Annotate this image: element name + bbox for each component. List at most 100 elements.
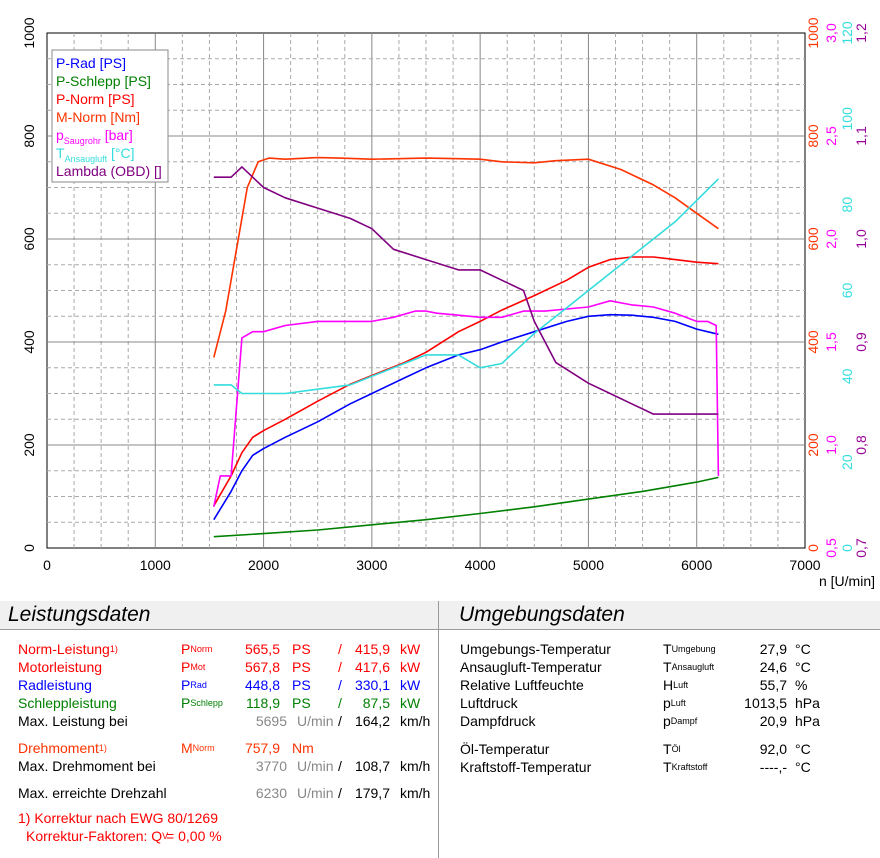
ambient-label: Dampfdruck <box>460 713 536 729</box>
max-label: Max. erreichte Drehzahl <box>18 785 167 801</box>
ambient-unit: % <box>795 677 808 693</box>
ambient-row: Luftdruck p Luft 1013,5 hPa <box>0 694 880 712</box>
series-line <box>213 166 719 415</box>
leistungsdaten-title: Leistungsdaten <box>8 603 151 626</box>
power-ps: 567,8 <box>244 659 280 675</box>
left-tick-label: 600 <box>21 227 37 251</box>
x-tick-label: 7000 <box>789 557 820 573</box>
max-rpm-unit: U/min <box>297 713 334 729</box>
power-kw: 330,1 <box>354 677 390 693</box>
right-tick-label: 1,0 <box>823 435 839 455</box>
right-tick-label: 800 <box>805 124 821 148</box>
ambient-symbol: T Ansaugluft <box>663 659 715 675</box>
ambient-row: Dampfdruck p Dampf 20,9 hPa <box>0 712 880 730</box>
ambient-row: Relative Luftfeuchte H Luft 55,7% <box>0 676 880 694</box>
footnote-1: 1) Korrektur nach EWG 80/1269 <box>18 810 218 826</box>
max-rpm-unit: U/min <box>297 758 334 774</box>
legend-entry: M-Norm [Nm] <box>56 109 140 125</box>
right-tick-label: 1,5 <box>823 332 839 352</box>
torque-value: 757,9 <box>244 740 280 756</box>
ambient-row: Ansaugluft-Temperatur T Ansaugluft 24,6 °C <box>0 658 880 676</box>
power-symbol: P Rad <box>181 677 207 693</box>
ambient-label: Umgebungs-Temperatur <box>460 641 611 657</box>
power-sep: / <box>338 695 342 711</box>
right-tick-label: 600 <box>805 227 821 251</box>
ambient-value: ----,- <box>759 759 787 775</box>
power-symbol: P Schlepp <box>181 695 223 711</box>
right-tick-label: 2,0 <box>823 229 839 249</box>
right-tick-label: 0 <box>839 544 855 552</box>
ambient-symbol: T Kraftstoff <box>663 759 708 775</box>
max-speed-unit: km/h <box>400 785 431 801</box>
right-tick-label: 400 <box>805 330 821 354</box>
ambient-unit: °C <box>795 741 811 757</box>
max-speed: 179,7 <box>354 785 390 801</box>
ambient-value: 92,0 <box>759 741 787 757</box>
series-line <box>213 313 719 521</box>
max-speed: 164,2 <box>354 713 390 729</box>
torque-symbol: M Norm <box>181 740 215 756</box>
legend-entry: pSaugrohr [bar] <box>56 127 133 146</box>
legend-entry: TAnsaugluft [°C] <box>56 145 134 164</box>
power-ps-unit: PS <box>292 695 311 711</box>
x-tick-label: 4000 <box>465 557 496 573</box>
right-tick-label: 40 <box>839 368 855 384</box>
legend-box <box>51 49 169 183</box>
power-ps: 448,8 <box>244 677 280 693</box>
max-torque-row: Max. Drehmoment bei 3770 U/min/ 108,7 km/h <box>0 757 438 775</box>
torque-unit: Nm <box>292 740 314 756</box>
x-tick-label: 5000 <box>573 557 604 573</box>
max-speed-unit: km/h <box>400 758 431 774</box>
legend-entry: P-Norm [PS] <box>56 91 135 107</box>
power-ps-unit: PS <box>292 659 311 675</box>
ambient-symbol: H Luft <box>663 677 689 693</box>
ambient-unit: hPa <box>795 713 820 729</box>
ambient-row: Kraftstoff-Temperatur T Kraftstoff ----,- °C <box>0 758 880 776</box>
series-line <box>213 476 719 538</box>
x-tick-label: 6000 <box>681 557 712 573</box>
ambient-label: Kraftstoff-Temperatur <box>460 759 592 775</box>
left-tick-label: 800 <box>21 124 37 148</box>
x-tick-label: 0 <box>43 557 51 573</box>
right-tick-label: 60 <box>839 283 855 299</box>
ambient-value: 1013,5 <box>744 695 787 711</box>
max-power-row: Max. Leistung bei 5695 U/min/ 164,2 km/h <box>0 712 438 730</box>
max-label: Max. Leistung bei <box>18 713 128 729</box>
ambient-unit: °C <box>795 659 811 675</box>
max-speed-unit: km/h <box>400 713 431 729</box>
power-symbol: P Norm <box>181 641 213 657</box>
max-rpm: 5695 <box>255 713 287 729</box>
ambient-row: Öl-Temperatur T Öl 92,0 °C <box>0 740 880 758</box>
right-tick-label: 80 <box>839 197 855 213</box>
power-ps-unit: PS <box>292 641 311 657</box>
x-tick-label: 1000 <box>140 557 171 573</box>
max-rpm: 6230 <box>255 785 287 801</box>
right-tick-label: 1,2 <box>853 23 869 43</box>
series-line <box>213 178 719 395</box>
right-tick-label: 0 <box>805 544 821 552</box>
power-row: Schleppleistung P Schlepp 118,9 PS / 87,5 kW <box>0 694 438 712</box>
max-rpm: 3770 <box>255 758 287 774</box>
power-row: Radleistung P Rad 448,8 PS / 330,1 kW <box>0 676 438 694</box>
x-axis-label: n [U/min] <box>819 573 875 589</box>
right-tick-label: 1000 <box>805 17 821 48</box>
ambient-value: 27,9 <box>759 641 787 657</box>
right-tick-label: 0,9 <box>853 332 869 352</box>
power-row: Norm-Leistung 1) P Norm 565,5 PS / 415,9 kW <box>0 640 438 658</box>
right-tick-label: 2,5 <box>823 126 839 146</box>
power-label: Norm-Leistung 1) <box>18 641 118 657</box>
power-kw-unit: kW <box>400 641 421 657</box>
power-label: Radleistung <box>18 677 92 693</box>
legend-entry: Lambda (OBD) [] <box>56 163 162 179</box>
ambient-value: 55,7 <box>759 677 787 693</box>
ambient-label: Luftdruck <box>460 695 518 711</box>
header-divider <box>0 629 880 630</box>
power-kw: 417,6 <box>354 659 390 675</box>
max-label: Max. Drehmoment bei <box>18 758 156 774</box>
power-ps-unit: PS <box>292 677 311 693</box>
right-tick-label: 0,8 <box>853 435 869 455</box>
x-tick-label: 3000 <box>356 557 387 573</box>
max-sep: / <box>338 713 342 729</box>
right-tick-label: 0,5 <box>823 538 839 558</box>
